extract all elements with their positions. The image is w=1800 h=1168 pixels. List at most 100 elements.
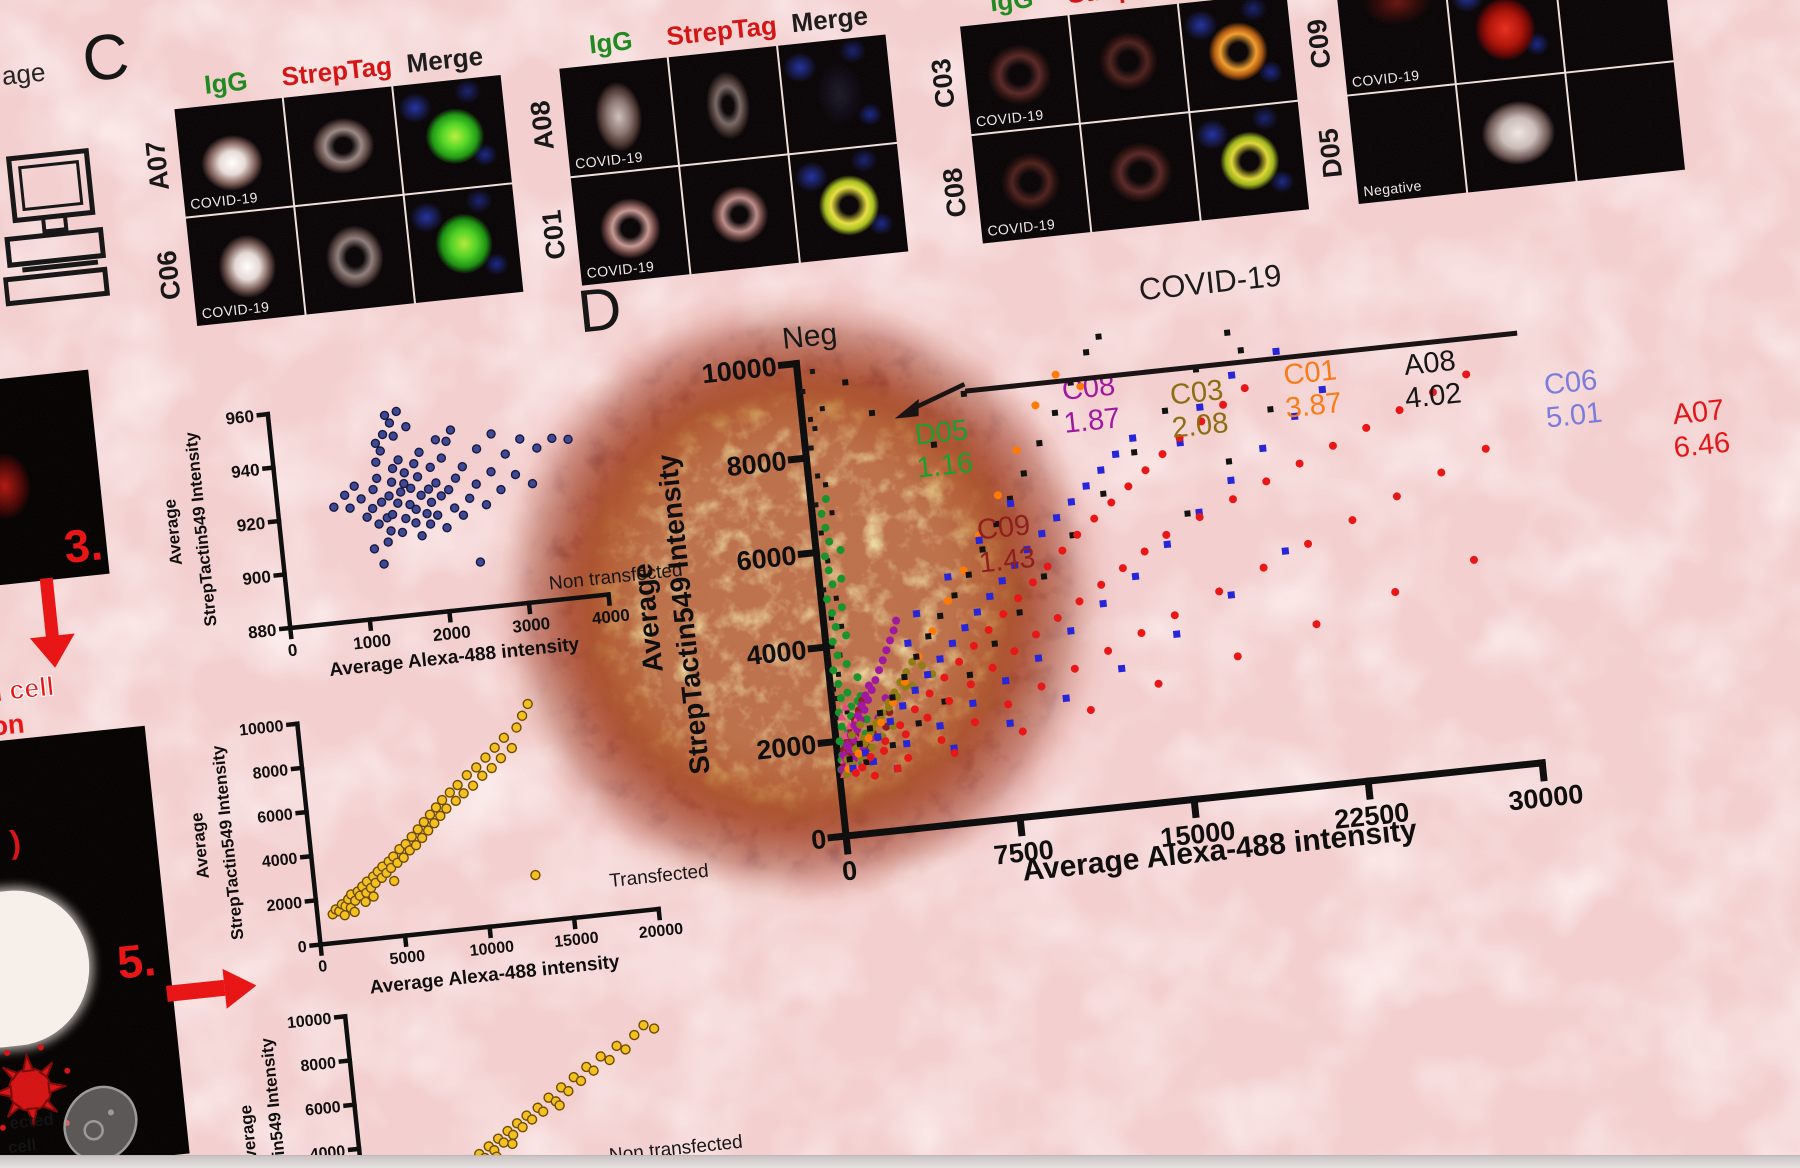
y-tick xyxy=(343,1102,357,1109)
y-tick-label: 10000 xyxy=(286,1011,332,1033)
y-axis-label-line-2: StrepTactin549 Intensity xyxy=(208,744,247,941)
micrograph-grid: COVID-19 Negative xyxy=(1336,0,1685,204)
y-tick-label: 4000 xyxy=(261,850,298,871)
micrograph-tile-C03-2 xyxy=(1069,3,1189,123)
panel-c-micrograph-strip: IgG StrepTag Merge A07 C06 COVID-19 COVID-19 Ig… xyxy=(0,0,1800,327)
tile-caption: COVID-19 xyxy=(585,257,656,281)
y-tick-label: 6000 xyxy=(735,540,798,576)
text-cell-outlined: cell xyxy=(7,670,56,706)
micrograph-tile-C01-2 xyxy=(680,155,799,275)
sample-annotation-value: 2.08 xyxy=(1170,406,1230,445)
y-tick xyxy=(256,411,271,418)
sample-row-label-C09: C09 xyxy=(1294,0,1345,99)
sample-annotation-A07: A07 6.46 xyxy=(1669,394,1732,466)
micrograph-tile-C08-2 xyxy=(1080,113,1200,232)
x-tick xyxy=(1364,777,1374,800)
micrograph-tile-A08-3 xyxy=(778,34,897,154)
computer-icon xyxy=(2,147,111,307)
sample-annotation-value: 5.01 xyxy=(1544,396,1604,435)
x-tick xyxy=(842,832,852,855)
micrograph-tile-C09-1: COVID-19 xyxy=(1336,0,1455,95)
y-tick-label: 960 xyxy=(225,407,255,429)
sample-id-text: C01 xyxy=(536,208,572,261)
x-tick xyxy=(1016,813,1026,837)
tile-caption: COVID-19 xyxy=(986,215,1056,239)
micrograph-tile-C08-1: COVID-19 xyxy=(971,124,1091,244)
sample-id-text: C03 xyxy=(925,56,961,109)
y-tick xyxy=(261,465,276,472)
y-tick xyxy=(273,572,288,578)
y-tick xyxy=(290,765,305,772)
micrograph-grid: COVID-19 COVID-19 xyxy=(174,74,524,327)
y-tick-label: 8000 xyxy=(252,762,289,783)
sample-id-text: A07 xyxy=(140,139,176,192)
micrograph-tile-D05-1: Negative xyxy=(1347,85,1467,204)
sample-id-text: C08 xyxy=(937,165,973,219)
micrograph-grid: COVID-19 COVID-19 xyxy=(559,34,909,286)
tile-caption: Negative xyxy=(1362,177,1423,200)
y-tick-label: 900 xyxy=(242,567,272,589)
y-tick-label: 6000 xyxy=(304,1099,341,1120)
sample-id-text: D05 xyxy=(1313,126,1349,179)
micrograph-tile-A07-3 xyxy=(393,74,512,194)
y-tick-label: 2000 xyxy=(266,895,303,916)
y-tick-label: 0 xyxy=(810,824,828,855)
y-tick xyxy=(787,454,811,464)
stain-header-streptag: StrepTag xyxy=(664,9,779,52)
y-axis-label-line-2: StrepTactin549 Intensity xyxy=(257,1037,296,1168)
y-tick-label: 6000 xyxy=(257,806,294,827)
sample-id-text: C09 xyxy=(1301,17,1337,70)
micrograph-tile-C01-3 xyxy=(789,143,909,263)
micrograph-tile-D05-3 xyxy=(1566,62,1685,181)
x-tick-label: 30000 xyxy=(1507,779,1585,817)
y-tick xyxy=(267,518,282,525)
y-tick xyxy=(304,897,319,904)
micrograph-tile-D05-2 xyxy=(1456,73,1576,193)
y-tick-label: 920 xyxy=(236,514,266,536)
series-Transfected xyxy=(327,698,541,921)
micrograph-tile-A07-1: COVID-19 xyxy=(174,97,294,217)
stain-header-igg: IgG xyxy=(587,25,634,60)
sample-id-text: A08 xyxy=(525,98,561,152)
y-tick xyxy=(807,643,831,653)
x-tick xyxy=(1538,759,1548,782)
y-axis-label-line-1: Average xyxy=(627,562,669,674)
sample-annotation-value: 4.02 xyxy=(1403,377,1464,416)
y-axis xyxy=(342,1013,371,1168)
y-tick xyxy=(347,1146,362,1153)
stain-header-igg: IgG xyxy=(202,65,250,100)
y-axis-label-line-1: Average xyxy=(160,498,186,566)
stain-header-merge: Merge xyxy=(789,0,870,39)
white-cell-blob xyxy=(0,883,97,1054)
cropped-red-text: ) xyxy=(8,823,23,861)
stain-header-merge: Merge xyxy=(405,40,485,79)
sample-annotation-value: 6.46 xyxy=(1672,426,1732,465)
y-tick-label: 8000 xyxy=(300,1055,337,1076)
neg-group-label: Neg xyxy=(780,317,839,356)
x-tick xyxy=(1190,795,1200,819)
sample-annotation-C09: C09 1.43 xyxy=(974,509,1037,581)
sample-annotation-value: 1.43 xyxy=(977,541,1037,580)
micrograph-tile-A08-1: COVID-19 xyxy=(559,57,678,177)
tile-caption: COVID-19 xyxy=(1351,66,1421,90)
sample-id-text: C06 xyxy=(151,248,187,301)
micrograph-tile-C08-3 xyxy=(1190,101,1310,221)
micrograph-tile-C09-3 xyxy=(1554,0,1674,72)
micrograph-tile-C09-2 xyxy=(1445,0,1565,84)
tile-caption: COVID-19 xyxy=(201,298,271,322)
micrograph-tile-C01-1: COVID-19 xyxy=(570,166,690,286)
micrograph-tile-C06-1: COVID-19 xyxy=(185,207,305,327)
y-tick-label: 2000 xyxy=(755,729,818,765)
y-tick xyxy=(797,548,821,558)
micrograph-tile-C06-2 xyxy=(295,195,414,315)
tile-caption: COVID-19 xyxy=(975,106,1045,130)
tile-caption: COVID-19 xyxy=(189,189,259,213)
y-tick xyxy=(285,721,300,728)
panel-c-label: C xyxy=(78,18,133,96)
y-tick-label: 940 xyxy=(230,460,260,482)
y-tick xyxy=(333,1013,348,1020)
micrograph-tile-A08-2 xyxy=(668,46,788,165)
micrograph-tile-C03-3 xyxy=(1178,0,1298,112)
series-D05 xyxy=(817,495,871,774)
